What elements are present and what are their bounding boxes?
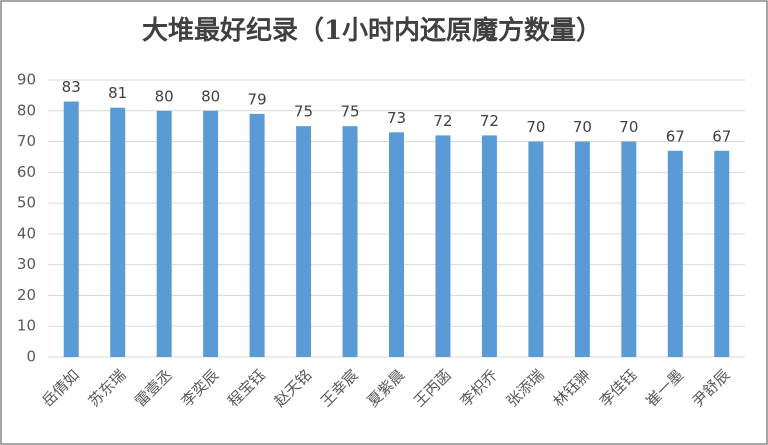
bar	[296, 126, 312, 358]
data-label: 83	[62, 78, 81, 96]
bar	[203, 110, 219, 358]
y-tick-label: 90	[17, 71, 36, 89]
y-tick-label: 10	[17, 317, 36, 335]
bar	[156, 110, 172, 358]
bar	[621, 141, 637, 357]
bar	[389, 132, 404, 357]
y-tick-label: 20	[17, 286, 36, 304]
bar	[342, 126, 358, 358]
bar	[249, 113, 265, 357]
y-tick-label: 0	[26, 348, 36, 366]
data-label: 67	[712, 127, 731, 145]
bar	[435, 135, 451, 357]
bar	[110, 107, 126, 357]
data-label: 81	[108, 84, 127, 102]
bar	[528, 141, 544, 357]
bar	[63, 101, 79, 358]
data-label: 67	[666, 127, 685, 145]
chart-title: 大堆最好纪录（1小时内还原魔方数量）	[142, 15, 602, 46]
bar	[574, 141, 590, 357]
data-label: 75	[340, 103, 359, 121]
y-tick-label: 80	[17, 101, 36, 119]
data-label: 79	[248, 90, 267, 108]
y-tick-label: 70	[17, 132, 36, 150]
data-label: 72	[480, 112, 499, 130]
bar	[714, 150, 730, 357]
data-label: 70	[619, 118, 638, 136]
data-label: 70	[573, 118, 592, 136]
y-tick-label: 40	[17, 224, 36, 242]
data-label: 70	[526, 118, 545, 136]
y-tick-label: 50	[17, 194, 36, 212]
bar	[667, 150, 683, 357]
data-label: 80	[155, 87, 174, 105]
y-tick-label: 60	[17, 163, 36, 181]
data-label: 80	[201, 87, 220, 105]
data-label: 73	[387, 109, 406, 127]
y-tick-label: 30	[17, 255, 36, 273]
data-label: 72	[433, 112, 452, 130]
bar	[481, 135, 497, 357]
data-label: 75	[294, 103, 313, 121]
